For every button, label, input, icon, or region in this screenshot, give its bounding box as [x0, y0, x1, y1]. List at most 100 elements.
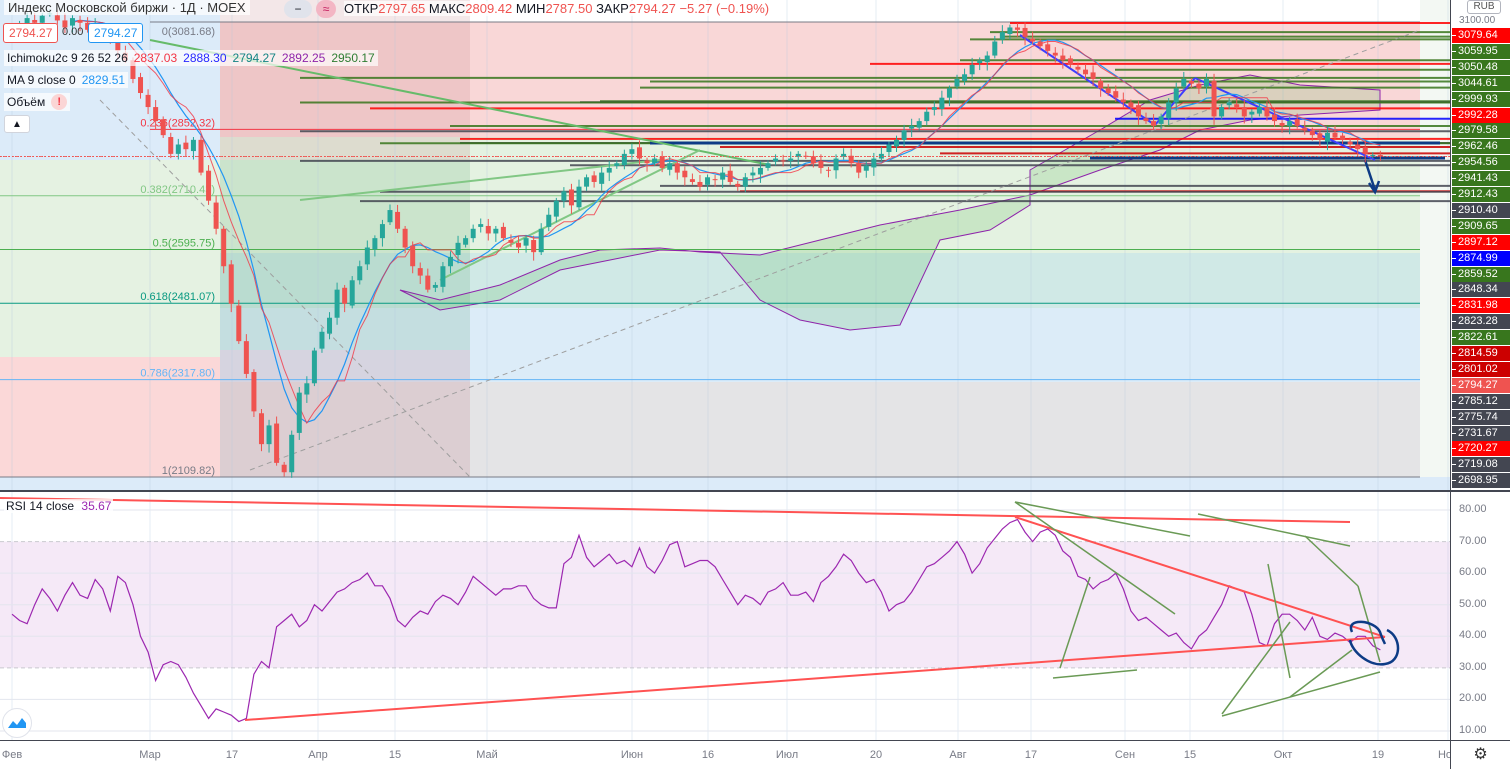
sell-button[interactable]: 2794.27 [3, 23, 59, 43]
ma-legend[interactable]: MA 9 close 0 2829.51 [4, 72, 129, 88]
candle-body [750, 172, 756, 176]
rsi-line [11, 518, 1381, 723]
candle-body [742, 177, 748, 187]
gear-icon[interactable]: ⚙ [1450, 740, 1510, 769]
tradingview-logo-icon[interactable] [2, 708, 32, 738]
rsi-chart[interactable] [0, 492, 1450, 740]
fib-label: 1(2109.82) [162, 465, 215, 477]
candle-body [977, 60, 983, 64]
candle-body [1067, 58, 1073, 65]
candle-body [1324, 132, 1330, 142]
rsi-legend[interactable]: RSI 14 close 35.67 [4, 499, 114, 513]
candle-body [85, 22, 91, 30]
candle-body [1264, 107, 1270, 117]
time-axis[interactable]: Фев Мар 17 Апр 15 Май Июн 16 Июл 20 Авг 17 Сен 15 Окт 1… [0, 740, 1458, 769]
candle-body [1279, 122, 1285, 126]
candle-body [168, 137, 174, 154]
candle-body [1302, 127, 1308, 131]
candle-body [364, 247, 370, 265]
buy-button[interactable]: 2794.27 [88, 23, 144, 43]
rsi-trend-line [244, 636, 1386, 721]
candle-body [1143, 118, 1149, 122]
candle-body [1370, 154, 1376, 156]
close-label: ЗАКР [596, 1, 629, 16]
candle-body [916, 121, 922, 128]
time-tick: 17 [225, 749, 239, 761]
candle-body [599, 172, 605, 184]
candle-body [190, 139, 196, 152]
candle-body [516, 242, 522, 248]
candle-body [1151, 121, 1157, 126]
candle-body [584, 177, 590, 187]
currency-button[interactable]: RUB [1467, 0, 1501, 14]
price-chart-pane[interactable]: 0(3081.68) 0.236(2852.32) 0.382(2710.43) 0.… [0, 0, 1450, 490]
rsi-pane[interactable] [0, 492, 1450, 740]
candle-body [319, 331, 325, 349]
fib-label: 0(3081.68) [162, 26, 215, 38]
candle-body [591, 175, 597, 182]
minus-icon[interactable]: − [284, 0, 312, 18]
candle-body [878, 153, 884, 159]
price-label: 3050.48 [1452, 59, 1510, 75]
price-label: 2999.93 [1452, 91, 1510, 107]
wave-icon[interactable]: ≈ [316, 0, 336, 18]
fib-label: 0.236(2852.32) [140, 117, 215, 129]
rsi-tick: 60.00 [1459, 566, 1487, 579]
candle-body [720, 172, 726, 180]
candle-body [289, 434, 295, 473]
candle-body [780, 160, 786, 162]
rsi-tick: 40.00 [1459, 629, 1487, 642]
indicator-name: Объём [7, 95, 46, 109]
rsi-value: 35.67 [81, 499, 112, 513]
indicator-name: Ichimoku2c 9 26 52 26 [7, 51, 128, 65]
candle-body [463, 238, 469, 245]
low-label: МИН [515, 1, 546, 16]
sell-price: 2794.27 [9, 26, 53, 40]
candle-body [357, 266, 363, 281]
rsi-trend-line [1014, 501, 1191, 537]
candle-body [77, 19, 83, 23]
candle-body [606, 167, 612, 173]
candle-body [674, 163, 680, 173]
time-tick: Авг [949, 749, 967, 761]
price-chart[interactable]: 0(3081.68) 0.236(2852.32) 0.382(2710.43) 0.… [0, 0, 1450, 490]
price-label: 2822.61 [1452, 330, 1510, 346]
price-label: 2979.58 [1452, 123, 1510, 139]
rsi-axis[interactable]: 80.00 70.00 60.00 50.00 40.00 30.00 20.00 10.00 [1450, 492, 1510, 740]
candle-body [1075, 66, 1081, 70]
volume-legend[interactable]: Объём ! [4, 93, 71, 111]
symbol-title[interactable]: Индекс Московской биржи · 1Д · MOEX [4, 0, 250, 15]
rsi-trend-line [1014, 501, 1176, 615]
warning-icon[interactable]: ! [51, 94, 68, 110]
rsi-tick: 50.00 [1459, 597, 1487, 610]
candle-body [621, 153, 627, 166]
pane-separator[interactable] [0, 490, 1510, 492]
fib-label: 0.5(2595.75) [153, 238, 215, 250]
indicator-value: 2888.30 [183, 51, 227, 65]
symbol-title-text: Индекс Московской биржи · 1Д · MOEX [8, 0, 246, 15]
candle-body [432, 284, 438, 288]
candle-body [440, 266, 446, 287]
time-tick: 19 [1371, 749, 1385, 761]
candle-body [1340, 135, 1346, 140]
candle-body [689, 179, 695, 182]
candle-body [447, 256, 453, 267]
price-axis[interactable]: 3100.00 3079.64 3059.95 3050.48 3044.61 2999… [1450, 0, 1510, 490]
ichimoku-legend[interactable]: Ichimoku2c 9 26 52 26 2837.03 2888.30 27… [4, 50, 378, 66]
zone-rect [220, 160, 470, 350]
chevron-up-icon[interactable]: ▲ [4, 115, 30, 133]
rsi-trend-line [0, 497, 1351, 523]
rsi-trend-line [1014, 516, 1386, 638]
candle-body [228, 264, 234, 304]
time-tick: 16 [701, 749, 715, 761]
zone-rect [220, 350, 470, 477]
candle-body [1226, 102, 1232, 106]
candle-body [258, 413, 264, 445]
trend-line [299, 159, 661, 201]
candle-body [213, 202, 219, 229]
candle-body [773, 158, 779, 162]
candle-body [1181, 78, 1187, 87]
candle-body [160, 119, 166, 136]
candle-body [636, 147, 642, 159]
candle-body [697, 181, 703, 187]
